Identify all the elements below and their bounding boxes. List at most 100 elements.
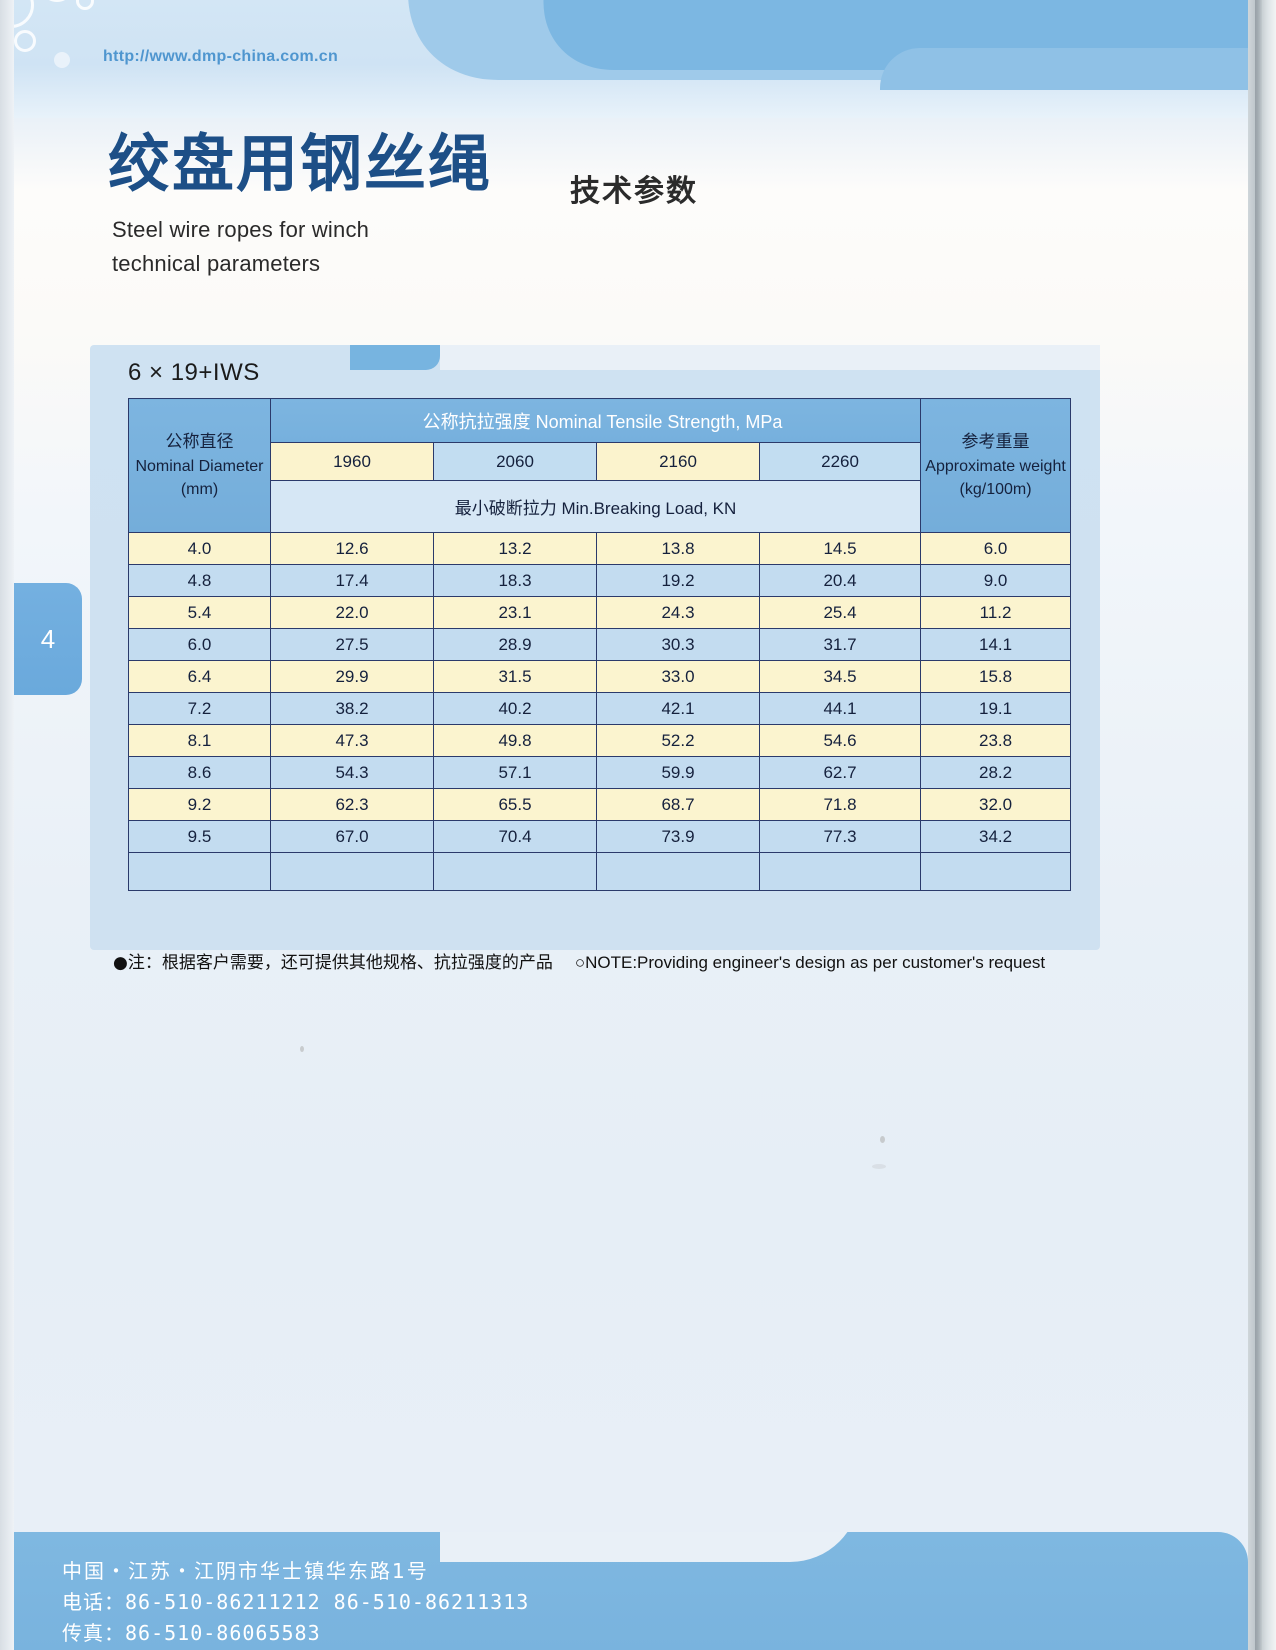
cell-diameter: 6.4 — [128, 660, 271, 693]
cell-v1960: 22.0 — [270, 596, 434, 629]
cell-v2260: 62.7 — [758, 756, 922, 789]
cell-diameter: 4.8 — [128, 564, 271, 597]
scan-speck — [880, 1136, 885, 1143]
th-strength-2260: 2260 — [758, 442, 922, 481]
th-strength-2160: 2160 — [596, 442, 760, 481]
cell-weight: 28.2 — [920, 756, 1072, 789]
cell-v2260: 25.4 — [758, 596, 922, 629]
cell-v2260: 31.7 — [758, 628, 922, 661]
table-row: 8.1 47.3 49.8 52.2 54.6 23.8 — [128, 724, 1072, 757]
scan-speck — [300, 1046, 304, 1052]
scan-right-gutter — [1248, 0, 1276, 1650]
header-decor-swoosh-c — [880, 48, 1248, 90]
th-nominal-diameter-en: Nominal Diameter — [135, 457, 264, 475]
cell-v2260: 34.5 — [758, 660, 922, 693]
card-decor-notch — [350, 345, 440, 370]
table-row: 8.6 54.3 57.1 59.9 62.7 28.2 — [128, 756, 1072, 789]
cell-v2160 — [596, 852, 760, 891]
table-row: 4.0 12.6 13.2 13.8 14.5 6.0 — [128, 532, 1072, 565]
cell-v2060: 13.2 — [433, 532, 597, 565]
th-strength-1960: 1960 — [270, 442, 434, 481]
cell-weight: 19.1 — [920, 692, 1072, 725]
cell-v2060: 31.5 — [433, 660, 597, 693]
cell-v2160: 59.9 — [596, 756, 760, 789]
rope-spec-table: 公称直径 Nominal Diameter (mm) 公称抗拉强度 Nomina… — [128, 398, 1072, 891]
cell-diameter: 7.2 — [128, 692, 271, 725]
cell-v2160: 33.0 — [596, 660, 760, 693]
footer-address: 中国・江苏・江阴市华士镇华东路1号 — [62, 1559, 429, 1583]
cell-v2160: 24.3 — [596, 596, 760, 629]
cell-v2060: 49.8 — [433, 724, 597, 757]
cell-v1960 — [270, 852, 434, 891]
footer-decor-swoosh — [440, 1532, 860, 1562]
cell-v2060 — [433, 852, 597, 891]
cell-v2160: 52.2 — [596, 724, 760, 757]
cell-v1960: 12.6 — [270, 532, 434, 565]
cell-v1960: 38.2 — [270, 692, 434, 725]
footer-telephone: 电话：86-510-86211212 86-510-86211313 — [62, 1590, 530, 1614]
th-approximate-weight-unit: (kg/100m) — [959, 480, 1032, 498]
cell-v1960: 54.3 — [270, 756, 434, 789]
table-row: 4.8 17.4 18.3 19.2 20.4 9.0 — [128, 564, 1072, 597]
cell-v2260: 77.3 — [758, 820, 922, 853]
scan-right-gutter-shadow — [1255, 0, 1262, 1650]
cell-diameter: 8.6 — [128, 756, 271, 789]
scan-speck — [872, 1164, 886, 1169]
cell-v1960: 67.0 — [270, 820, 434, 853]
cell-v2260: 20.4 — [758, 564, 922, 597]
cell-v2060: 70.4 — [433, 820, 597, 853]
site-url[interactable]: http://www.dmp-china.com.cn — [103, 48, 339, 65]
cell-v1960: 17.4 — [270, 564, 434, 597]
cell-v2160: 42.1 — [596, 692, 760, 725]
table-row: 5.4 22.0 23.1 24.3 25.4 11.2 — [128, 596, 1072, 629]
table-row: 9.2 62.3 65.5 68.7 71.8 32.0 — [128, 788, 1072, 821]
th-strength-2060: 2060 — [433, 442, 597, 481]
cell-v2260 — [758, 852, 922, 891]
table-row: 7.2 38.2 40.2 42.1 44.1 19.1 — [128, 692, 1072, 725]
cell-v2260: 71.8 — [758, 788, 922, 821]
cell-diameter — [128, 852, 271, 891]
cell-v2060: 57.1 — [433, 756, 597, 789]
th-min-breaking-load: 最小破断拉力 Min.Breaking Load, KN — [269, 480, 922, 533]
table-row: 6.0 27.5 28.9 30.3 31.7 14.1 — [128, 628, 1072, 661]
table-row — [128, 852, 1072, 891]
table-row: 9.5 67.0 70.4 73.9 77.3 34.2 — [128, 820, 1072, 853]
th-approximate-weight: 参考重量 Approximate weight (kg/100m) — [920, 398, 1072, 533]
cell-v2160: 13.8 — [596, 532, 760, 565]
cell-diameter: 8.1 — [128, 724, 271, 757]
cell-weight: 14.1 — [920, 628, 1072, 661]
cell-v1960: 62.3 — [270, 788, 434, 821]
cell-v2260: 44.1 — [758, 692, 922, 725]
cell-diameter: 5.4 — [128, 596, 271, 629]
cell-weight: 32.0 — [920, 788, 1072, 821]
cell-v1960: 27.5 — [270, 628, 434, 661]
page-subtitle-cn: 技术参数 — [570, 174, 698, 209]
footer-contact: 中国・江苏・江阴市华士镇华东路1号 电话：86-510-86211212 86-… — [62, 1556, 529, 1649]
spec-table-card: 6 × 19+IWS 公称直径 Nominal Diameter (mm) — [90, 345, 1100, 950]
footer-fax: 传真：86-510-86065583 — [62, 1621, 321, 1645]
cell-v2260: 54.6 — [758, 724, 922, 757]
th-tensile-strength-group: 公称抗拉强度 Nominal Tensile Strength, MPa — [269, 398, 922, 443]
page-title-cn: 绞盘用钢丝绳 — [108, 127, 493, 200]
th-nominal-diameter-unit: (mm) — [180, 480, 219, 498]
cell-weight: 9.0 — [920, 564, 1072, 597]
th-tensile-strength-label: 公称抗拉强度 Nominal Tensile Strength, MPa — [422, 411, 783, 432]
page-number-tab: 4 — [14, 583, 82, 695]
header-band: http://www.dmp-china.com.cn — [0, 0, 1248, 118]
cell-diameter: 9.5 — [128, 820, 271, 853]
cell-v2060: 18.3 — [433, 564, 597, 597]
scan-left-edge — [0, 0, 14, 1650]
th-approximate-weight-en: Approximate weight — [925, 457, 1066, 475]
cell-v1960: 47.3 — [270, 724, 434, 757]
cell-v2160: 19.2 — [596, 564, 760, 597]
footnote-cn: ●注：根据客户需要，还可提供其他规格、抗拉强度的产品 — [113, 953, 553, 973]
th-nominal-diameter-cn: 公称直径 — [165, 431, 234, 451]
cell-v1960: 29.9 — [270, 660, 434, 693]
cell-diameter: 4.0 — [128, 532, 271, 565]
cell-diameter: 6.0 — [128, 628, 271, 661]
table-row: 6.4 29.9 31.5 33.0 34.5 15.8 — [128, 660, 1072, 693]
cell-v2160: 68.7 — [596, 788, 760, 821]
rope-spec-table-body: 4.0 12.6 13.2 13.8 14.5 6.0 4.8 17.4 18.3 19.2 20.… — [128, 532, 1072, 891]
cell-weight: 23.8 — [920, 724, 1072, 757]
page-title-en-line2: technical parameters — [112, 251, 321, 277]
